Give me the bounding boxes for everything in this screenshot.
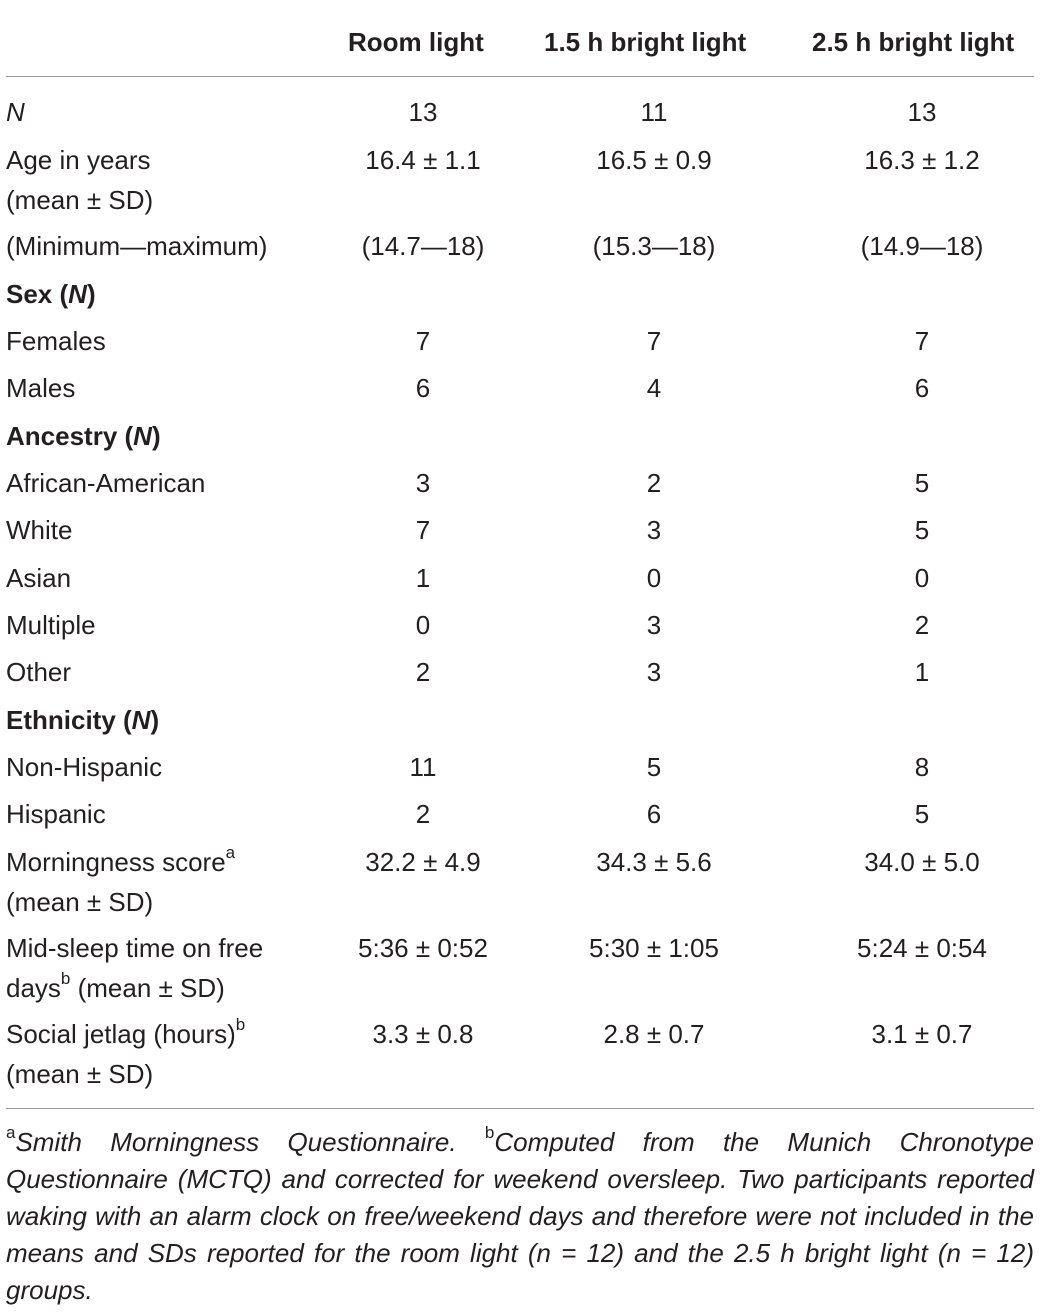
cell-2-5h: 2 (914, 610, 930, 640)
row-label: White (6, 515, 73, 545)
cell-1-5h: 2.8 ± 0.7 (603, 1019, 705, 1049)
cell-2-5h: 16.3 ± 1.2 (864, 145, 980, 175)
header-1-5h-bright-light: 1.5 h bright light (544, 27, 747, 57)
row-label: Males (6, 373, 76, 403)
cell-1-5h: 5 (646, 752, 662, 782)
cell-room-light: 3 (415, 468, 431, 498)
cell-room-light: 16.4 ± 1.1 (365, 145, 481, 175)
heading-text: Ancestry ( (6, 421, 134, 451)
cell-1-5h: 11 (640, 97, 668, 127)
heading-close: ) (150, 705, 160, 735)
cell-2-5h: 1 (914, 657, 930, 687)
cell-room-light: 5:36 ± 0:52 (358, 933, 488, 963)
cell-room-light: (14.7—18) (361, 231, 485, 261)
row-label: Social jetlag (hours) (6, 1019, 236, 1049)
cell-room-light: 11 (409, 752, 437, 782)
cell-1-5h: 16.5 ± 0.9 (596, 145, 712, 175)
cell-2-5h: 5:24 ± 0:54 (857, 933, 987, 963)
cell-1-5h: 34.3 ± 5.6 (596, 847, 712, 877)
row-label: Age in years (6, 145, 151, 175)
header-room-light: Room light (348, 27, 484, 57)
cell-room-light: 2 (415, 799, 431, 829)
cell-1-5h: 3 (646, 610, 662, 640)
cell-1-5h: 2 (646, 468, 662, 498)
cell-room-light: 6 (415, 373, 431, 403)
heading-close: ) (86, 279, 96, 309)
row-label: Hispanic (6, 799, 106, 829)
cell-2-5h: 5 (914, 515, 930, 545)
header-rule (6, 76, 1034, 77)
cell-room-light: 3.3 ± 0.8 (372, 1019, 474, 1049)
row-label: Non-Hispanic (6, 752, 163, 782)
row-label: Other (6, 657, 72, 687)
cell-2-5h: 13 (907, 97, 937, 127)
cell-room-light: 0 (415, 610, 431, 640)
cell-1-5h: 3 (646, 657, 662, 687)
cell-room-light: 13 (408, 97, 438, 127)
row-label: African-American (6, 468, 206, 498)
footnote-a-text: Smith Morningness Questionnaire. (15, 1127, 485, 1157)
cell-1-5h: 4 (646, 373, 662, 403)
cell-room-light: 32.2 ± 4.9 (365, 847, 481, 877)
footnote-marker-a: a (225, 843, 236, 863)
cell-2-5h: 3.1 ± 0.7 (871, 1019, 973, 1049)
cell-1-5h: (15.3—18) (592, 231, 716, 261)
cell-1-5h: 3 (646, 515, 662, 545)
heading-n: N (133, 421, 152, 451)
cell-1-5h: 6 (646, 799, 662, 829)
header-2-5h-bright-light: 2.5 h bright light (812, 27, 1015, 57)
row-label: (Minimum—maximum) (6, 231, 268, 261)
row-label: Asian (6, 563, 72, 593)
heading-n: N (68, 279, 87, 309)
row-label-cont: days (6, 973, 61, 1003)
row-label-cont: (mean ± SD) (6, 185, 154, 215)
cell-1-5h: 5:30 ± 1:05 (589, 933, 719, 963)
row-label-cont: (mean ± SD) (6, 887, 154, 917)
footnote-b-text: Computed from the Munich Chronotype Ques… (6, 1127, 1034, 1305)
cell-1-5h: 7 (646, 326, 662, 356)
cell-1-5h: 0 (646, 563, 662, 593)
cell-2-5h: 5 (914, 799, 930, 829)
row-label-cont-tail: (mean ± SD) (70, 973, 225, 1003)
cell-2-5h: 7 (914, 326, 930, 356)
row-label: Mid-sleep time on free (6, 933, 264, 963)
footnote-b-marker: b (484, 1123, 495, 1143)
cell-room-light: 2 (415, 657, 431, 687)
row-label-cont: (mean ± SD) (6, 1059, 154, 1089)
heading-close: ) (151, 421, 161, 451)
heading-n: N (131, 705, 151, 735)
footnote-marker-b: b (235, 1015, 246, 1035)
heading-text: Ethnicity ( (6, 705, 132, 735)
cell-room-light: 7 (415, 515, 431, 545)
row-label: N (6, 97, 25, 127)
cell-2-5h: 0 (914, 563, 930, 593)
table-footnote: aSmith Morningness Questionnaire. bCompu… (6, 1124, 1034, 1309)
row-label: Females (6, 326, 106, 356)
footnote-a-marker: a (6, 1123, 16, 1143)
row-label: Multiple (6, 610, 96, 640)
cell-room-light: 7 (415, 326, 431, 356)
cell-2-5h: 6 (914, 373, 930, 403)
footer-rule (6, 1108, 1034, 1109)
cell-2-5h: 5 (914, 468, 930, 498)
row-label: Morningness score (6, 847, 226, 877)
cell-2-5h: 34.0 ± 5.0 (864, 847, 980, 877)
footnote-marker-b: b (60, 969, 71, 989)
heading-text: Sex ( (6, 279, 69, 309)
cell-2-5h: 8 (914, 752, 930, 782)
cell-2-5h: (14.9—18) (860, 231, 984, 261)
cell-room-light: 1 (415, 563, 431, 593)
